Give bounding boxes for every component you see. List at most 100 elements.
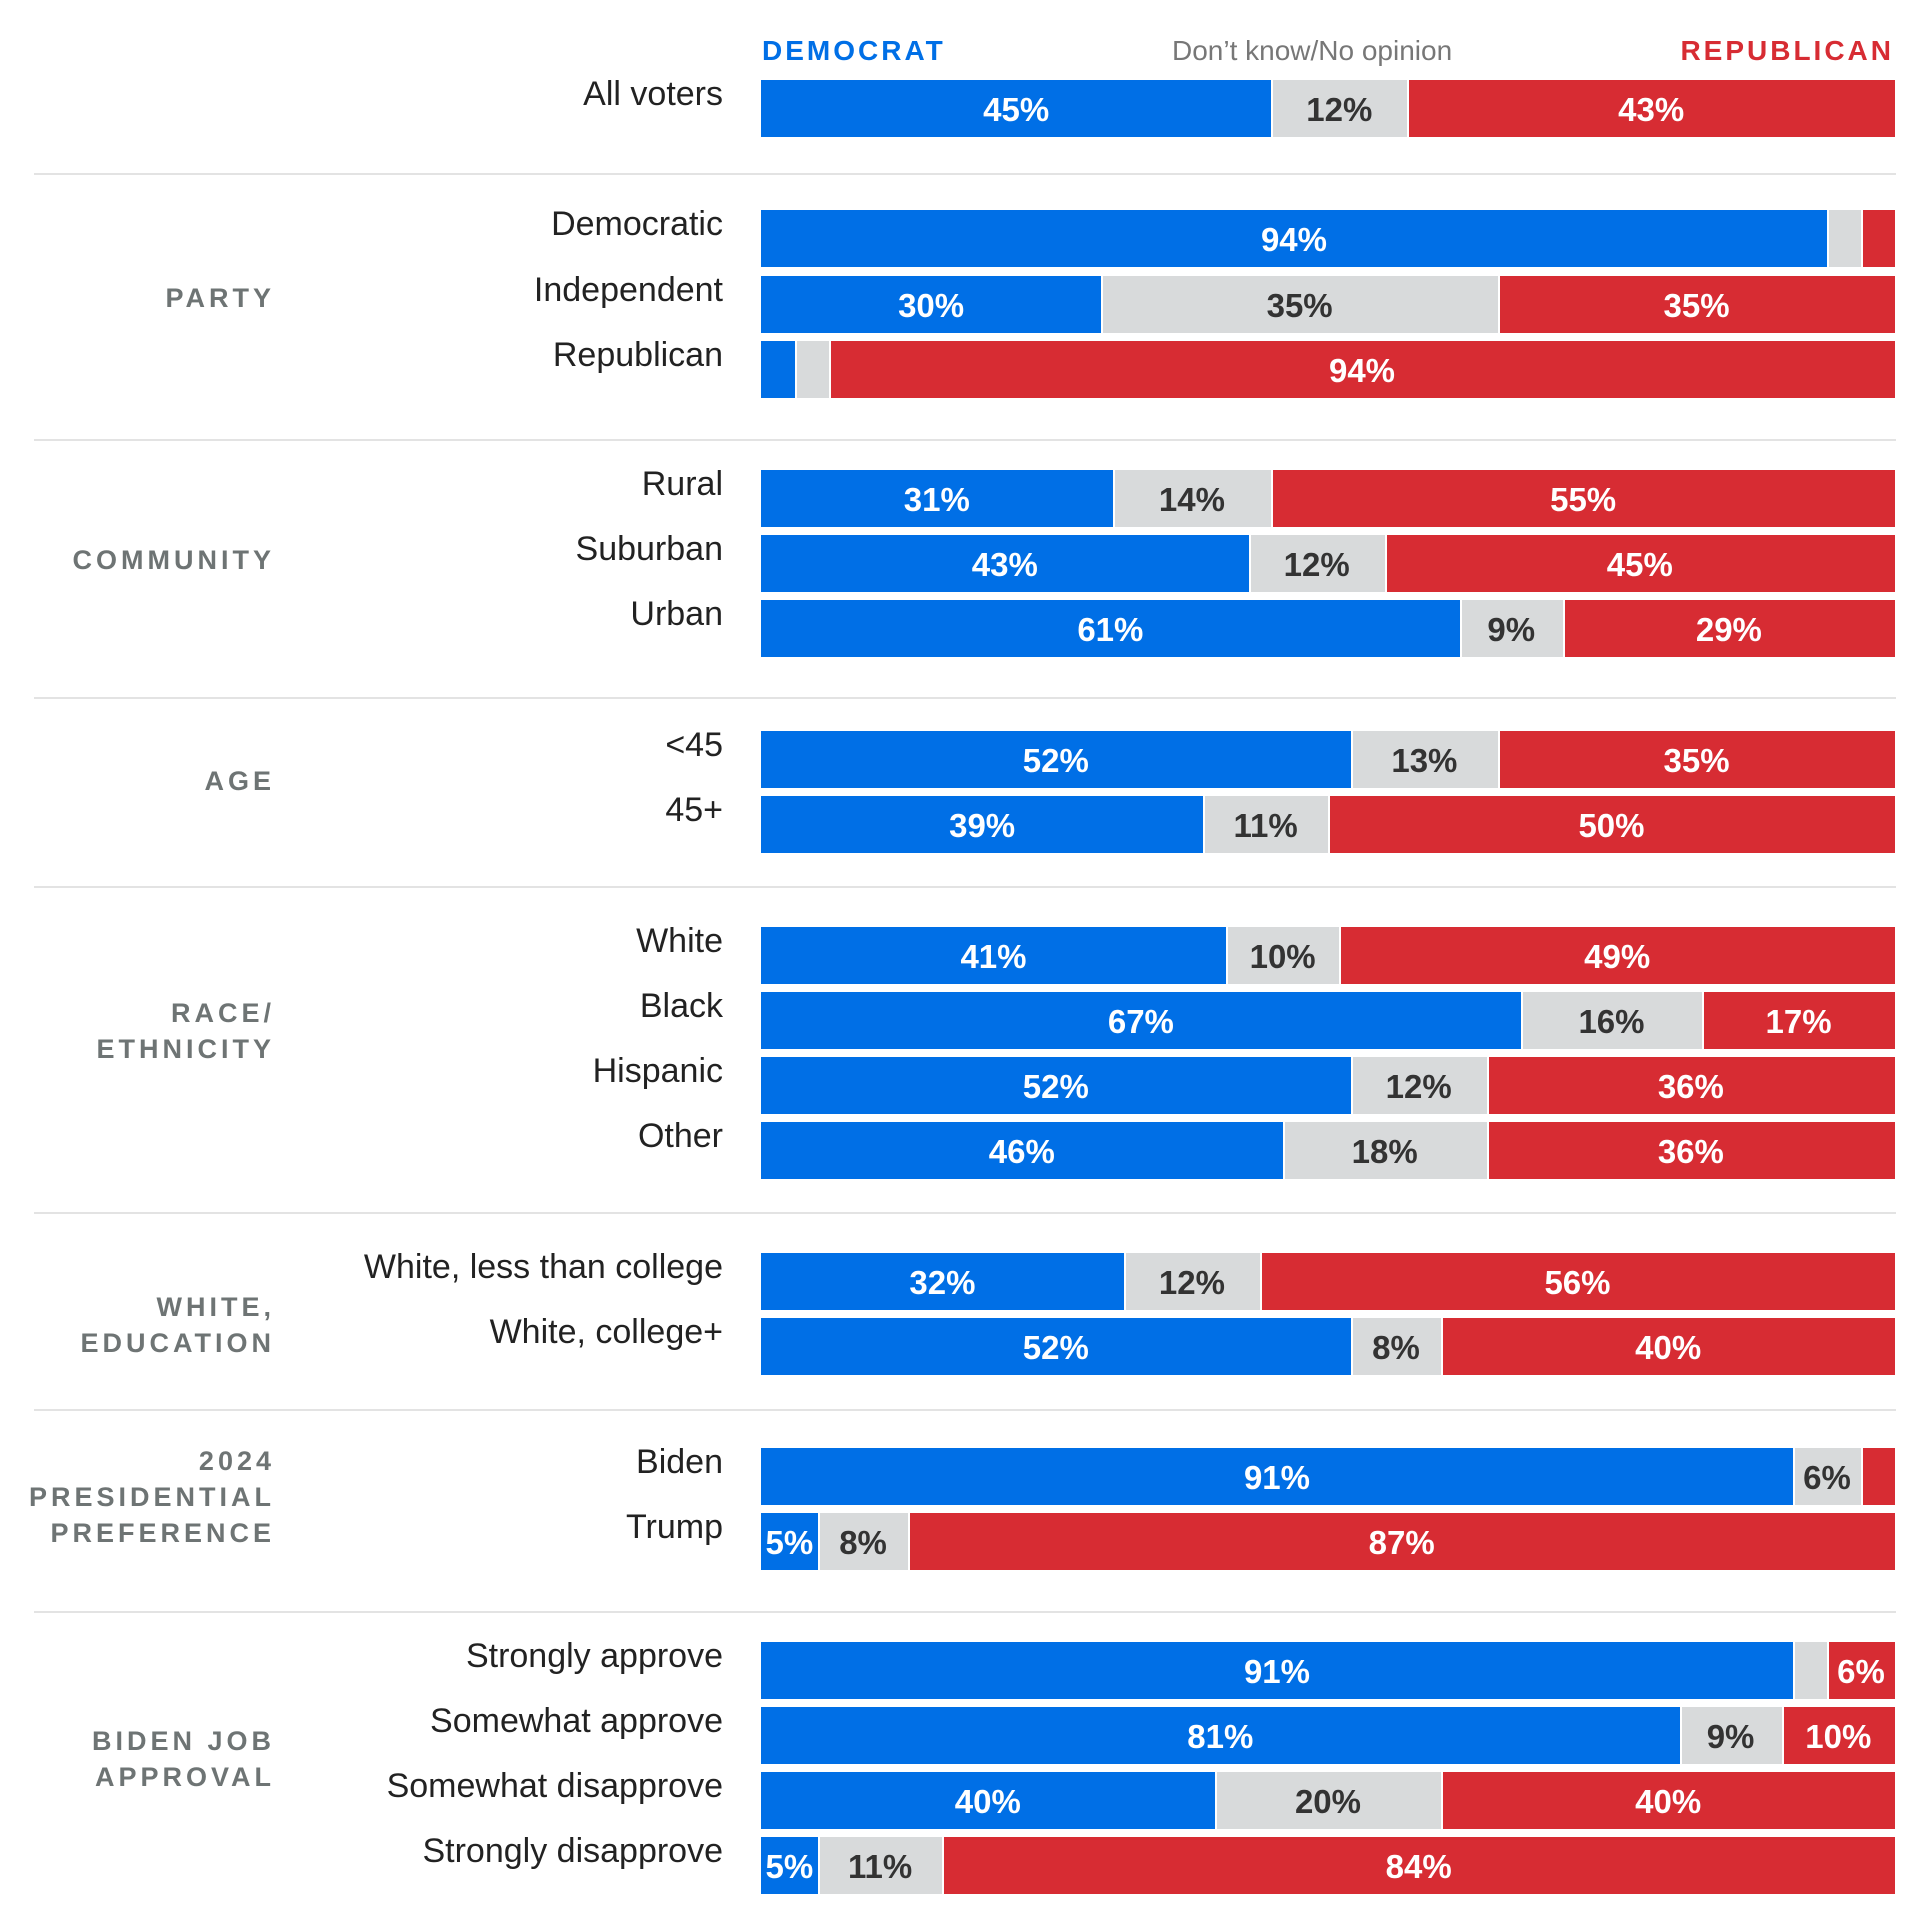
data-label: 18% bbox=[1351, 1133, 1418, 1170]
group-label: PARTY bbox=[165, 283, 275, 313]
row-label: <45 bbox=[665, 726, 723, 764]
bar-segment-dont-know: 8% bbox=[1350, 1318, 1442, 1375]
group-divider bbox=[34, 439, 1896, 441]
bar-segment-democrat: 32% bbox=[761, 1253, 1124, 1310]
data-label: 31% bbox=[903, 481, 970, 518]
data-label: 43% bbox=[1618, 91, 1685, 128]
data-label: 12% bbox=[1283, 546, 1350, 583]
group-divider bbox=[34, 1212, 1896, 1214]
bar-segment-democrat: 30% bbox=[761, 276, 1102, 333]
bar-segment-dont-know bbox=[1792, 1642, 1827, 1699]
bar-segment-republican: 36% bbox=[1486, 1122, 1895, 1179]
bar-segment-republican: 84% bbox=[942, 1837, 1895, 1894]
data-label: 9% bbox=[1487, 611, 1536, 648]
data-label: 36% bbox=[1657, 1068, 1724, 1105]
bar-segment-republican: 29% bbox=[1562, 600, 1895, 657]
bar-segment-dont-know: 13% bbox=[1350, 731, 1499, 788]
group-label: 2024 PRESIDENTIAL PREFERENCE bbox=[28, 1446, 275, 1548]
data-label: 13% bbox=[1391, 742, 1458, 779]
row-label: Rural bbox=[641, 465, 723, 503]
bar-segment-democrat: 41% bbox=[761, 927, 1226, 984]
data-label: 55% bbox=[1550, 481, 1617, 518]
data-label: 29% bbox=[1695, 611, 1762, 648]
bar-segment-democrat: 31% bbox=[761, 470, 1113, 527]
bar-segment-dont-know: 11% bbox=[1203, 796, 1328, 853]
stacked-bar: 32% 12% 56% bbox=[761, 1253, 1895, 1310]
row-label: White, less than college bbox=[363, 1248, 723, 1286]
data-label: 12% bbox=[1385, 1068, 1452, 1105]
data-label: 20% bbox=[1294, 1783, 1362, 1820]
row-label: Democratic bbox=[551, 205, 723, 243]
group-label: COMMUNITY bbox=[72, 545, 275, 575]
data-label: 5% bbox=[765, 1524, 814, 1561]
group-divider bbox=[34, 1409, 1896, 1411]
stacked-bar: 43% 12% 45% bbox=[761, 535, 1895, 592]
bar-segment-democrat: 91% bbox=[761, 1448, 1793, 1505]
data-label: 46% bbox=[988, 1133, 1055, 1170]
stacked-bar: 52% 8% 40% bbox=[761, 1318, 1895, 1375]
group-divider bbox=[34, 173, 1896, 175]
stacked-bar: 91% 6% bbox=[761, 1642, 1895, 1699]
data-label: 43% bbox=[971, 546, 1038, 583]
data-label: 17% bbox=[1765, 1003, 1832, 1040]
data-label: 12% bbox=[1306, 91, 1373, 128]
data-label: 52% bbox=[1022, 1068, 1089, 1105]
bar-segment-dont-know: 16% bbox=[1520, 992, 1703, 1049]
bar-segment-republican: 40% bbox=[1441, 1772, 1895, 1829]
row-label: Other bbox=[637, 1117, 723, 1155]
group-divider bbox=[34, 1611, 1896, 1613]
row-label: All voters bbox=[583, 75, 723, 113]
stacked-bar: 31% 14% 55% bbox=[761, 470, 1895, 527]
data-label: 52% bbox=[1022, 1329, 1089, 1366]
row-label: Trump bbox=[626, 1508, 723, 1546]
bar-segment-republican: 35% bbox=[1498, 731, 1895, 788]
group-divider bbox=[34, 886, 1896, 888]
bar-segment-republican bbox=[1860, 1448, 1895, 1505]
data-label: 87% bbox=[1368, 1524, 1435, 1561]
stacked-bar: 94% bbox=[761, 341, 1895, 398]
bar-segment-democrat: 45% bbox=[761, 80, 1272, 137]
stacked-bar: 41% 10% 49% bbox=[761, 927, 1895, 984]
stacked-bar: 5% 8% 87% bbox=[761, 1513, 1895, 1570]
bar-segment-dont-know: 12% bbox=[1350, 1057, 1487, 1114]
bar-segment-republican: 45% bbox=[1384, 535, 1895, 592]
stacked-bar: 46% 18% 36% bbox=[761, 1122, 1895, 1179]
legend-democrat: DEMOCRAT bbox=[762, 35, 946, 66]
data-label: 49% bbox=[1584, 938, 1651, 975]
bar-segment-dont-know: 12% bbox=[1271, 80, 1408, 137]
data-label: 50% bbox=[1578, 807, 1645, 844]
data-label: 10% bbox=[1249, 938, 1316, 975]
data-label: 14% bbox=[1158, 481, 1225, 518]
row-label: Republican bbox=[552, 336, 723, 374]
data-label: 84% bbox=[1385, 1848, 1452, 1885]
bar-segment-dont-know: 11% bbox=[817, 1837, 943, 1894]
bar-segment-republican: 40% bbox=[1441, 1318, 1895, 1375]
bar-segment-dont-know: 35% bbox=[1101, 276, 1499, 333]
group-label: WHITE, EDUCATION bbox=[80, 1292, 275, 1358]
bar-segment-republican: 94% bbox=[829, 341, 1895, 398]
bar-segment-dont-know: 12% bbox=[1248, 535, 1385, 592]
stacked-bar: 91% 6% bbox=[761, 1448, 1895, 1505]
bar-segment-republican: 17% bbox=[1702, 992, 1895, 1049]
data-label: 94% bbox=[1260, 221, 1327, 258]
data-label: 11% bbox=[847, 1848, 913, 1885]
data-label: 91% bbox=[1243, 1653, 1310, 1690]
data-label: 35% bbox=[1663, 742, 1730, 779]
bar-segment-democrat: 39% bbox=[761, 796, 1204, 853]
data-label: 45% bbox=[983, 91, 1050, 128]
bar-segment-democrat bbox=[761, 341, 796, 398]
stacked-bar: 40% 20% 40% bbox=[761, 1772, 1895, 1829]
bar-segment-dont-know: 10% bbox=[1225, 927, 1340, 984]
data-label: 11% bbox=[1233, 807, 1298, 844]
bar-segment-republican: 87% bbox=[908, 1513, 1895, 1570]
bar-segment-dont-know: 6% bbox=[1792, 1448, 1861, 1505]
data-label: 56% bbox=[1544, 1264, 1611, 1301]
bar-segment-republican: 6% bbox=[1826, 1642, 1895, 1699]
bar-segment-democrat: 94% bbox=[761, 210, 1827, 267]
bar-segment-democrat: 91% bbox=[761, 1642, 1793, 1699]
data-label: 52% bbox=[1022, 742, 1089, 779]
bar-segment-dont-know bbox=[1826, 210, 1861, 267]
bar-segment-democrat: 52% bbox=[761, 731, 1351, 788]
data-label: 10% bbox=[1805, 1718, 1872, 1755]
data-label: 41% bbox=[960, 938, 1027, 975]
